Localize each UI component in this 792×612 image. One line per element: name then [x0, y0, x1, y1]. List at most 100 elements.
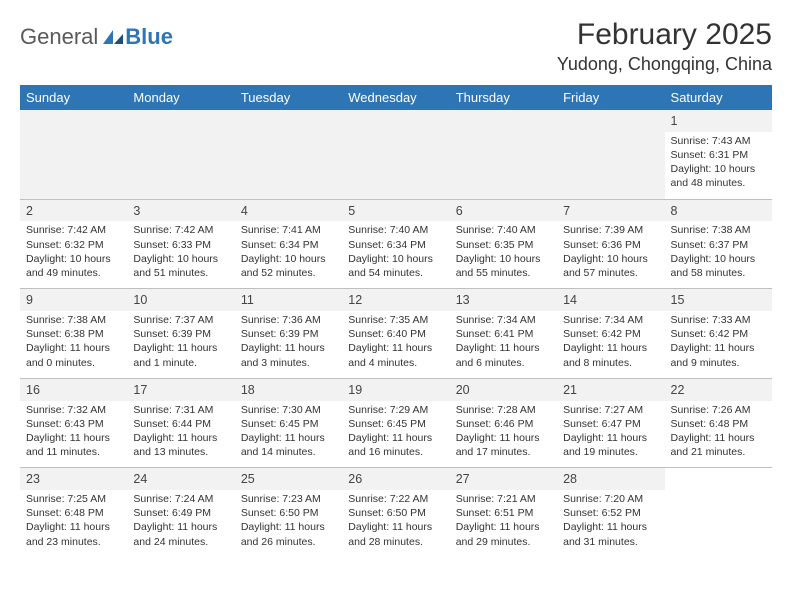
- daylight-line: Daylight: 11 hours and 13 minutes.: [133, 431, 228, 459]
- sunset-line: Sunset: 6:40 PM: [348, 327, 443, 341]
- daylight-line: Daylight: 11 hours and 29 minutes.: [456, 520, 551, 548]
- day-details: Sunrise: 7:33 AMSunset: 6:42 PMDaylight:…: [671, 313, 766, 370]
- calendar-cell: 22Sunrise: 7:26 AMSunset: 6:48 PMDayligh…: [665, 378, 772, 468]
- calendar-cell: 6Sunrise: 7:40 AMSunset: 6:35 PMDaylight…: [450, 199, 557, 289]
- day-details: Sunrise: 7:42 AMSunset: 6:32 PMDaylight:…: [26, 223, 121, 280]
- sunrise-line: Sunrise: 7:42 AM: [26, 223, 121, 237]
- sunset-line: Sunset: 6:31 PM: [671, 148, 766, 162]
- calendar-cell: 11Sunrise: 7:36 AMSunset: 6:39 PMDayligh…: [235, 289, 342, 379]
- daylight-line: Daylight: 11 hours and 28 minutes.: [348, 520, 443, 548]
- calendar-cell: [235, 110, 342, 199]
- day-details: Sunrise: 7:35 AMSunset: 6:40 PMDaylight:…: [348, 313, 443, 370]
- daylight-line: Daylight: 11 hours and 0 minutes.: [26, 341, 121, 369]
- sunset-line: Sunset: 6:39 PM: [241, 327, 336, 341]
- calendar-cell: 2Sunrise: 7:42 AMSunset: 6:32 PMDaylight…: [20, 199, 127, 289]
- day-number: 19: [342, 379, 449, 401]
- sunrise-line: Sunrise: 7:38 AM: [26, 313, 121, 327]
- daylight-line: Daylight: 11 hours and 26 minutes.: [241, 520, 336, 548]
- sunset-line: Sunset: 6:42 PM: [671, 327, 766, 341]
- daylight-line: Daylight: 10 hours and 51 minutes.: [133, 252, 228, 280]
- day-details: Sunrise: 7:25 AMSunset: 6:48 PMDaylight:…: [26, 492, 121, 549]
- sunrise-line: Sunrise: 7:20 AM: [563, 492, 658, 506]
- sunrise-line: Sunrise: 7:35 AM: [348, 313, 443, 327]
- location-subtitle: Yudong, Chongqing, China: [557, 54, 772, 75]
- calendar-cell: 9Sunrise: 7:38 AMSunset: 6:38 PMDaylight…: [20, 289, 127, 379]
- sunset-line: Sunset: 6:42 PM: [563, 327, 658, 341]
- day-details: Sunrise: 7:42 AMSunset: 6:33 PMDaylight:…: [133, 223, 228, 280]
- day-number: 4: [235, 200, 342, 222]
- sunrise-line: Sunrise: 7:34 AM: [563, 313, 658, 327]
- day-number: 12: [342, 289, 449, 311]
- day-number: 11: [235, 289, 342, 311]
- sunrise-line: Sunrise: 7:39 AM: [563, 223, 658, 237]
- day-number: 15: [665, 289, 772, 311]
- calendar-cell: 28Sunrise: 7:20 AMSunset: 6:52 PMDayligh…: [557, 468, 664, 557]
- day-details: Sunrise: 7:40 AMSunset: 6:34 PMDaylight:…: [348, 223, 443, 280]
- day-number: 14: [557, 289, 664, 311]
- month-title: February 2025: [557, 18, 772, 52]
- sunset-line: Sunset: 6:37 PM: [671, 238, 766, 252]
- title-block: February 2025 Yudong, Chongqing, China: [557, 18, 772, 75]
- sail-icon: [101, 28, 125, 46]
- sunrise-line: Sunrise: 7:38 AM: [671, 223, 766, 237]
- weekday-header: Tuesday: [235, 85, 342, 110]
- calendar-cell: 27Sunrise: 7:21 AMSunset: 6:51 PMDayligh…: [450, 468, 557, 557]
- calendar-cell: [665, 468, 772, 557]
- calendar-cell: [450, 110, 557, 199]
- sunrise-line: Sunrise: 7:22 AM: [348, 492, 443, 506]
- sunset-line: Sunset: 6:36 PM: [563, 238, 658, 252]
- weekday-header: Wednesday: [342, 85, 449, 110]
- sunset-line: Sunset: 6:51 PM: [456, 506, 551, 520]
- sunset-line: Sunset: 6:47 PM: [563, 417, 658, 431]
- day-number: 2: [20, 200, 127, 222]
- daylight-line: Daylight: 10 hours and 49 minutes.: [26, 252, 121, 280]
- sunset-line: Sunset: 6:48 PM: [26, 506, 121, 520]
- calendar-cell: 5Sunrise: 7:40 AMSunset: 6:34 PMDaylight…: [342, 199, 449, 289]
- day-number: 10: [127, 289, 234, 311]
- sunrise-line: Sunrise: 7:40 AM: [348, 223, 443, 237]
- sunrise-line: Sunrise: 7:34 AM: [456, 313, 551, 327]
- day-number: 17: [127, 379, 234, 401]
- day-details: Sunrise: 7:43 AMSunset: 6:31 PMDaylight:…: [671, 134, 766, 191]
- calendar-table: SundayMondayTuesdayWednesdayThursdayFrid…: [20, 85, 772, 557]
- day-details: Sunrise: 7:31 AMSunset: 6:44 PMDaylight:…: [133, 403, 228, 460]
- sunrise-line: Sunrise: 7:41 AM: [241, 223, 336, 237]
- day-details: Sunrise: 7:38 AMSunset: 6:38 PMDaylight:…: [26, 313, 121, 370]
- calendar-cell: 23Sunrise: 7:25 AMSunset: 6:48 PMDayligh…: [20, 468, 127, 557]
- daylight-line: Daylight: 10 hours and 55 minutes.: [456, 252, 551, 280]
- day-number: 16: [20, 379, 127, 401]
- day-number: 23: [20, 468, 127, 490]
- daylight-line: Daylight: 10 hours and 52 minutes.: [241, 252, 336, 280]
- day-number: 13: [450, 289, 557, 311]
- calendar-head: SundayMondayTuesdayWednesdayThursdayFrid…: [20, 85, 772, 110]
- calendar-cell: 25Sunrise: 7:23 AMSunset: 6:50 PMDayligh…: [235, 468, 342, 557]
- day-number: 9: [20, 289, 127, 311]
- day-details: Sunrise: 7:21 AMSunset: 6:51 PMDaylight:…: [456, 492, 551, 549]
- day-number: 28: [557, 468, 664, 490]
- day-details: Sunrise: 7:29 AMSunset: 6:45 PMDaylight:…: [348, 403, 443, 460]
- day-number: 22: [665, 379, 772, 401]
- daylight-line: Daylight: 11 hours and 23 minutes.: [26, 520, 121, 548]
- day-details: Sunrise: 7:37 AMSunset: 6:39 PMDaylight:…: [133, 313, 228, 370]
- weekday-header: Sunday: [20, 85, 127, 110]
- sunrise-line: Sunrise: 7:32 AM: [26, 403, 121, 417]
- sunset-line: Sunset: 6:43 PM: [26, 417, 121, 431]
- day-number: 3: [127, 200, 234, 222]
- brand-part1: General: [20, 24, 98, 50]
- calendar-cell: 26Sunrise: 7:22 AMSunset: 6:50 PMDayligh…: [342, 468, 449, 557]
- day-details: Sunrise: 7:32 AMSunset: 6:43 PMDaylight:…: [26, 403, 121, 460]
- day-details: Sunrise: 7:26 AMSunset: 6:48 PMDaylight:…: [671, 403, 766, 460]
- calendar-cell: 10Sunrise: 7:37 AMSunset: 6:39 PMDayligh…: [127, 289, 234, 379]
- weekday-header: Saturday: [665, 85, 772, 110]
- sunset-line: Sunset: 6:38 PM: [26, 327, 121, 341]
- daylight-line: Daylight: 11 hours and 6 minutes.: [456, 341, 551, 369]
- calendar-cell: [20, 110, 127, 199]
- daylight-line: Daylight: 11 hours and 3 minutes.: [241, 341, 336, 369]
- daylight-line: Daylight: 11 hours and 31 minutes.: [563, 520, 658, 548]
- calendar-cell: 24Sunrise: 7:24 AMSunset: 6:49 PMDayligh…: [127, 468, 234, 557]
- day-details: Sunrise: 7:40 AMSunset: 6:35 PMDaylight:…: [456, 223, 551, 280]
- sunrise-line: Sunrise: 7:27 AM: [563, 403, 658, 417]
- sunrise-line: Sunrise: 7:29 AM: [348, 403, 443, 417]
- daylight-line: Daylight: 11 hours and 21 minutes.: [671, 431, 766, 459]
- sunset-line: Sunset: 6:41 PM: [456, 327, 551, 341]
